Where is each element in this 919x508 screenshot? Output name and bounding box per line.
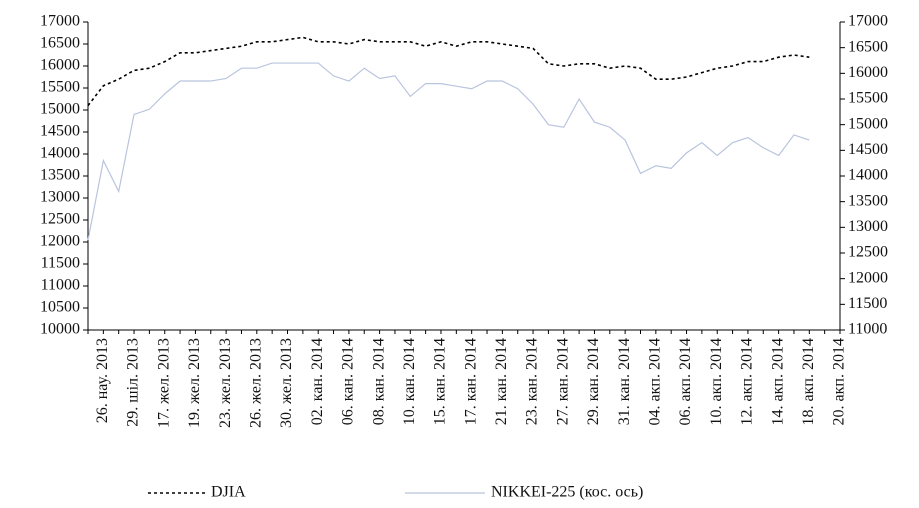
y-tick-label: 10500: [40, 299, 80, 316]
y2-tick-label: 16000: [848, 64, 888, 81]
line-series: [87, 62, 810, 241]
y-tick-label: 14500: [40, 123, 80, 140]
x-tick-label: 21. кан. 2014: [493, 338, 510, 425]
x-tick-label: 23. жел. 2013: [217, 338, 234, 428]
y-tick-label: 15500: [40, 79, 80, 96]
x-tick-label: 27. кан. 2014: [554, 338, 571, 425]
y-tick-label: 11000: [41, 277, 80, 294]
y2-tick-label: 12000: [848, 269, 888, 286]
x-tick-label: 06. акп. 2014: [677, 338, 694, 425]
x-tick-label: 08. кан. 2014: [370, 338, 387, 425]
x-tick-label: 18. акп. 2014: [800, 338, 817, 425]
x-tick-label: 04. акп. 2014: [647, 338, 664, 425]
y-tick-label: 15000: [40, 101, 80, 118]
y-tick-label: 12000: [40, 233, 80, 250]
line-series: [87, 36, 810, 107]
y2-tick-label: 17000: [848, 13, 888, 30]
y-tick-label: 14000: [40, 145, 80, 162]
x-tick-label: 20. акп. 2014: [831, 338, 848, 425]
y-tick-label: 11500: [41, 255, 80, 272]
y2-tick-label: 16500: [848, 38, 888, 55]
y2-tick-label: 14500: [848, 141, 888, 158]
y2-tick-label: 14000: [848, 167, 888, 184]
y-tick-label: 16500: [40, 35, 80, 52]
x-tick-label: 02. кан. 2014: [309, 338, 326, 425]
y-tick-label: 17000: [40, 13, 80, 30]
x-tick-label: 23. кан. 2014: [524, 338, 541, 425]
x-tick-label: 06. кан. 2014: [340, 338, 357, 425]
x-tick-label: 29. шіл. 2013: [125, 338, 142, 427]
x-tick-label: 26. нау. 2013: [94, 338, 111, 423]
y2-tick-label: 15000: [848, 115, 888, 132]
legend-label: DJIA: [211, 484, 246, 501]
x-tick-label: 10. акп. 2014: [708, 338, 725, 425]
x-tick-label: 19. жел. 2013: [186, 338, 203, 428]
x-tick-label: 17. жел. 2013: [155, 338, 172, 428]
y2-tick-label: 12500: [848, 244, 888, 261]
x-tick-label: 26. жел. 2013: [247, 338, 264, 428]
y-tick-label: 13500: [40, 167, 80, 184]
y-tick-label: 13000: [40, 189, 80, 206]
y2-tick-label: 13000: [848, 218, 888, 235]
x-tick-label: 10. кан. 2014: [401, 338, 418, 425]
x-tick-label: 15. кан. 2014: [432, 338, 449, 425]
x-tick-label: 30. жел. 2013: [278, 338, 295, 428]
y2-tick-label: 11500: [848, 295, 887, 312]
y2-tick-label: 13500: [848, 192, 888, 209]
y-tick-label: 16000: [40, 57, 80, 74]
y2-tick-label: 15500: [848, 90, 888, 107]
x-tick-label: 17. кан. 2014: [462, 338, 479, 425]
x-tick-label: 31. кан. 2014: [616, 338, 633, 425]
y-tick-label: 10000: [40, 321, 80, 338]
legend-label: NIKKEI-225 (кос. ось): [491, 484, 643, 501]
x-tick-label: 29. кан. 2014: [585, 338, 602, 425]
y2-tick-label: 11000: [848, 321, 887, 338]
y-tick-label: 12500: [40, 211, 80, 228]
x-tick-label: 12. акп. 2014: [739, 338, 756, 425]
x-tick-label: 14. акп. 2014: [769, 338, 786, 425]
